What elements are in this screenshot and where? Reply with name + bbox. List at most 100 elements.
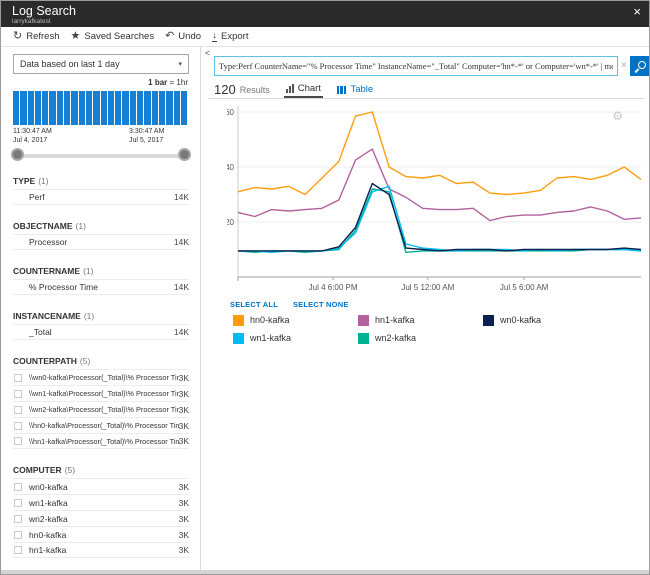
histogram-bar[interactable] — [100, 91, 107, 125]
facet-item-count: 3K — [178, 529, 189, 540]
time-range-slider[interactable] — [11, 148, 191, 162]
search-button[interactable] — [630, 56, 649, 76]
gear-icon[interactable]: ⚙ — [612, 109, 623, 123]
histogram-bar[interactable] — [107, 91, 115, 125]
facet-checkbox[interactable] — [14, 498, 22, 507]
histogram-bar[interactable] — [78, 91, 85, 125]
histogram-bar[interactable] — [20, 91, 27, 125]
tab-table[interactable]: Table — [335, 81, 375, 98]
facet-row[interactable]: \\wn1-kafka\Processor(_Total)\% Processo… — [13, 385, 189, 401]
facet-row[interactable]: hn0-kafka 3K — [13, 526, 189, 542]
facet-item-label: % Processor Time — [29, 282, 98, 292]
facet-checkbox[interactable] — [14, 514, 22, 523]
histogram-bar[interactable] — [137, 91, 144, 125]
facet-item-label: \\wn0-kafka\Processor(_Total)\% Processo… — [29, 373, 179, 382]
export-button[interactable]: ↓ Export — [212, 31, 248, 42]
facet-header: TYPE (1) — [13, 173, 189, 189]
chart-icon — [285, 84, 294, 93]
facet-row[interactable]: \\hn1-kafka\Processor(_Total)\% Processo… — [13, 433, 189, 449]
facet-row[interactable]: Processor 14K — [13, 234, 189, 250]
legend-item-hn0-kafka[interactable]: hn0-kafka — [233, 311, 358, 329]
time-histogram[interactable] — [13, 91, 188, 125]
facet-row[interactable]: wn0-kafka 3K — [13, 478, 189, 494]
legend-swatch[interactable] — [358, 332, 369, 344]
slider-handle-right[interactable] — [178, 148, 191, 161]
histogram-bar[interactable] — [115, 91, 122, 125]
facet-checkbox[interactable] — [14, 373, 22, 382]
histogram-bar[interactable] — [13, 91, 20, 125]
legend-swatch[interactable] — [483, 314, 494, 326]
histogram-bar[interactable] — [27, 91, 34, 125]
legend-item-wn2-kafka[interactable]: wn2-kafka — [358, 329, 483, 347]
legend-item-wn1-kafka[interactable]: wn1-kafka — [233, 329, 358, 347]
results-count-label: Results — [239, 84, 270, 95]
facet-computer: COMPUTER (5) wn0-kafka 3K wn1-kafka 3K wn2-kaf… — [13, 462, 189, 558]
histogram-bar[interactable] — [42, 91, 49, 125]
facet-name: OBJECTNAME — [13, 221, 73, 231]
facet-row[interactable]: _Total 14K — [13, 324, 189, 340]
undo-label: Undo — [178, 31, 202, 42]
histogram-bar[interactable] — [166, 91, 173, 125]
saved-searches-button[interactable]: ★ Saved Searches — [70, 30, 154, 43]
facet-row[interactable]: % Processor Time 14K — [13, 279, 189, 295]
facet-row[interactable]: \\hn0-kafka\Processor(_Total)\% Processo… — [13, 417, 189, 433]
select-all-link[interactable]: SELECT ALL — [230, 300, 278, 309]
facet-row[interactable]: \\wn2-kafka\Processor(_Total)\% Processo… — [13, 401, 189, 417]
legend-item-hn1-kafka[interactable]: hn1-kafka — [358, 311, 483, 329]
legend-swatch[interactable] — [358, 314, 369, 326]
collapse-sidebar-icon[interactable]: < — [205, 48, 211, 58]
svg-text:60: 60 — [227, 108, 235, 117]
facet-row[interactable]: Perf 14K — [13, 189, 189, 205]
facet-row[interactable]: \\wn0-kafka\Processor(_Total)\% Processo… — [13, 369, 189, 385]
facet-checkbox[interactable] — [14, 405, 22, 414]
facet-row[interactable]: wn2-kafka 3K — [13, 510, 189, 526]
facet-item-label: \\hn0-kafka\Processor(_Total)\% Processo… — [29, 421, 179, 430]
refresh-button[interactable]: ↻ Refresh — [13, 30, 59, 43]
bar-scale-rest: = 1hr — [169, 78, 188, 87]
tab-chart[interactable]: Chart — [283, 81, 323, 98]
histogram-bar[interactable] — [56, 91, 64, 125]
facet-checkbox[interactable] — [14, 530, 22, 539]
slider-handle-left[interactable] — [11, 148, 24, 161]
histogram-bar[interactable] — [85, 91, 93, 125]
star-icon: ★ — [70, 30, 81, 42]
histogram-bar[interactable] — [93, 91, 100, 125]
facet-checkbox[interactable] — [14, 546, 22, 554]
legend-swatch[interactable] — [233, 332, 244, 344]
search-query-input[interactable] — [214, 56, 618, 76]
histogram-bar[interactable] — [64, 91, 71, 125]
legend-item-wn0-kafka[interactable]: wn0-kafka — [483, 311, 608, 329]
facet-checkbox[interactable] — [14, 482, 22, 491]
histogram-bar[interactable] — [173, 91, 180, 125]
facet-header: INSTANCENAME (1) — [13, 308, 189, 324]
histogram-bar[interactable] — [34, 91, 42, 125]
facet-row[interactable]: wn1-kafka 3K — [13, 494, 189, 510]
refresh-icon: ↻ — [13, 30, 23, 42]
histogram-bar[interactable] — [151, 91, 158, 125]
legend-swatch[interactable] — [233, 314, 244, 326]
legend-label: wn0-kafka — [500, 315, 542, 325]
clear-query-icon[interactable]: × — [621, 60, 627, 71]
histogram-bar[interactable] — [129, 91, 137, 125]
slider-track[interactable] — [13, 154, 189, 158]
facet-row[interactable]: hn1-kafka 3K — [13, 542, 189, 558]
legend-label: hn0-kafka — [250, 315, 290, 325]
legend-label: wn2-kafka — [375, 333, 417, 343]
facet-checkbox[interactable] — [14, 421, 22, 430]
facet-item-count: 3K — [178, 372, 189, 383]
histogram-bar[interactable] — [180, 91, 188, 125]
histogram-bar[interactable] — [144, 91, 151, 125]
histogram-bar[interactable] — [49, 91, 56, 125]
close-icon[interactable]: × — [633, 4, 641, 19]
export-label: Export — [221, 31, 249, 42]
facet-checkbox[interactable] — [14, 389, 22, 398]
histogram-bar[interactable] — [71, 91, 78, 125]
facet-item-label: Perf — [29, 192, 45, 202]
time-scope-dropdown[interactable]: Data based on last 1 day ▾ — [13, 54, 189, 74]
undo-button[interactable]: ↶ Undo — [165, 31, 202, 43]
select-none-link[interactable]: SELECT NONE — [292, 300, 349, 309]
histogram-bar[interactable] — [122, 91, 129, 125]
facet-checkbox[interactable] — [14, 437, 22, 445]
histogram-bar[interactable] — [158, 91, 166, 125]
